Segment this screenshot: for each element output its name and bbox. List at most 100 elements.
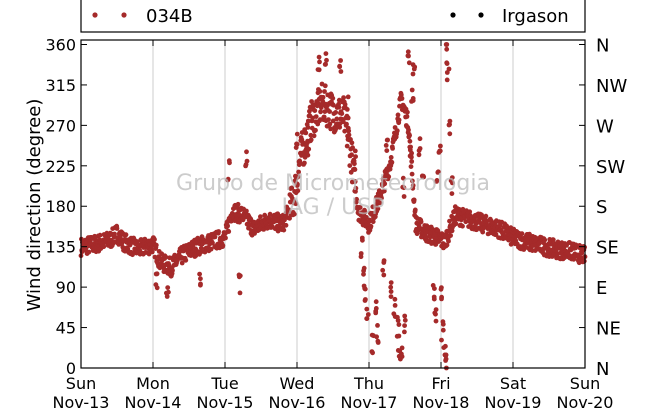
data-point-034B-382 [216, 229, 222, 234]
data-point-034B-759 [352, 161, 357, 167]
y-tick-label-8: 360 [45, 35, 76, 54]
data-point-034B-1575 [383, 143, 389, 148]
data-point-034B-254 [170, 268, 175, 273]
data-point-034B-1470 [392, 303, 398, 308]
data-point-034B-1545 [446, 66, 452, 72]
data-point-034B-563 [281, 227, 287, 233]
data-point-034B-788 [362, 209, 368, 215]
data-point-034B-1537 [443, 352, 449, 358]
data-point-034B-569 [283, 222, 289, 228]
data-point-034B-834 [379, 195, 384, 201]
data-point-034B-891 [399, 96, 405, 101]
data-point-034B-912 [407, 133, 412, 138]
legend-entry-irgason[interactable]: Irgason [450, 6, 569, 27]
data-point-034B-1587 [198, 282, 203, 288]
data-point-034B-603 [295, 174, 301, 180]
data-point-034B-205 [152, 254, 158, 260]
data-point-034B-592 [291, 211, 297, 217]
y-tick-label-5: 225 [45, 157, 76, 176]
data-point-034B-1556 [345, 94, 351, 100]
data-point-034B-394 [220, 243, 226, 249]
data-point-034B-708 [333, 125, 339, 131]
data-point-034B-649 [312, 108, 318, 113]
data-point-034B-830 [377, 200, 383, 206]
data-point-034B-1507 [419, 173, 425, 179]
x-tick-label-day-2: Tue [210, 374, 238, 393]
data-point-034B-1287 [542, 237, 548, 243]
legend-entry-034b[interactable]: 034B [92, 6, 193, 27]
y-tick-label-7: 315 [45, 76, 76, 95]
data-point-034B-1368 [571, 256, 577, 262]
data-point-034B-765 [354, 196, 359, 202]
data-point-034B-1152 [493, 231, 499, 237]
data-point-034B-1551 [447, 118, 453, 124]
x-tick-label-day-3: Wed [280, 374, 315, 393]
data-point-034B-1464 [388, 289, 394, 294]
data-point-034B-1509 [431, 296, 437, 302]
data-point-034B-1445 [364, 316, 370, 321]
data-point-034B-1068 [463, 219, 469, 225]
data-point-034B-1441 [362, 286, 368, 291]
data-point-034B-482 [252, 231, 257, 236]
data-point-034B-922 [410, 183, 416, 188]
data-point-034B-1519 [434, 178, 440, 183]
data-point-034B-1581 [407, 144, 413, 150]
data-point-034B-1224 [519, 231, 525, 237]
data-point-034B-1272 [536, 241, 542, 246]
data-point-034B-281 [179, 260, 185, 266]
data-point-034B-1501 [417, 136, 423, 142]
data-point-034B-1566 [237, 290, 243, 296]
data-point-034B-842 [381, 188, 387, 194]
x-tick-label-date-2: Nov-15 [197, 393, 254, 409]
data-point-034B-1570 [227, 160, 232, 166]
data-points [78, 42, 588, 371]
data-point-034B-739 [344, 143, 350, 149]
data-point-034B-1426 [323, 61, 328, 67]
data-point-034B-1495 [409, 87, 415, 93]
data-point-034B-754 [350, 145, 355, 151]
data-point-034B-920 [410, 178, 415, 184]
data-point-034B-675 [321, 114, 327, 120]
data-point-034B-1571 [225, 176, 231, 182]
data-point-034B-1400 [165, 285, 171, 290]
data-point-034B-1439 [361, 271, 366, 277]
data-point-034B-1421 [317, 59, 322, 65]
data-point-034B-1079 [467, 209, 473, 215]
data-point-034B-716 [336, 104, 342, 110]
data-point-034B-1586 [197, 271, 203, 277]
data-point-034B-579 [287, 215, 292, 221]
data-point-034B-1461 [381, 272, 387, 278]
watermark-line-2: IAG / USP [282, 195, 385, 220]
data-point-034B-624 [303, 130, 309, 136]
data-point-034B-1468 [392, 296, 398, 302]
data-point-034B-1482 [399, 354, 405, 359]
x-tick-label-day-1: Mon [136, 374, 170, 393]
data-point-034B-1411 [244, 158, 250, 164]
data-point-034B-1514 [433, 307, 439, 312]
x-tick-label-day-5: Fri [431, 374, 450, 393]
data-point-034B-1403 [164, 294, 170, 299]
x-tick-label-date-3: Nov-16 [269, 393, 326, 409]
legend-marker-034b-left [92, 12, 98, 18]
data-point-034B-690 [327, 109, 332, 114]
data-point-034B-1530 [439, 337, 444, 343]
data-point-034B-1016 [444, 242, 450, 248]
x-tick-label-date-6: Nov-19 [485, 393, 542, 409]
data-point-034B-334 [198, 245, 204, 251]
data-point-034B-1559 [345, 115, 351, 121]
data-point-034B-1511 [430, 283, 436, 288]
data-point-034B-93 [112, 231, 117, 237]
data-point-034B-1485 [402, 313, 408, 319]
data-point-034B-608 [297, 160, 303, 166]
data-point-034B-1423 [315, 67, 321, 72]
data-point-034B-744 [346, 132, 352, 138]
data-point-034B-604 [296, 169, 301, 175]
data-point-034B-53 [97, 232, 103, 238]
data-point-034B-1583 [409, 150, 414, 156]
data-point-034B-1513 [433, 318, 439, 324]
y2-tick-label-6: W [596, 116, 614, 137]
data-point-034B-1487 [402, 317, 408, 323]
legend-marker-irgason-left [450, 12, 456, 18]
data-point-034B-1503 [417, 146, 423, 151]
